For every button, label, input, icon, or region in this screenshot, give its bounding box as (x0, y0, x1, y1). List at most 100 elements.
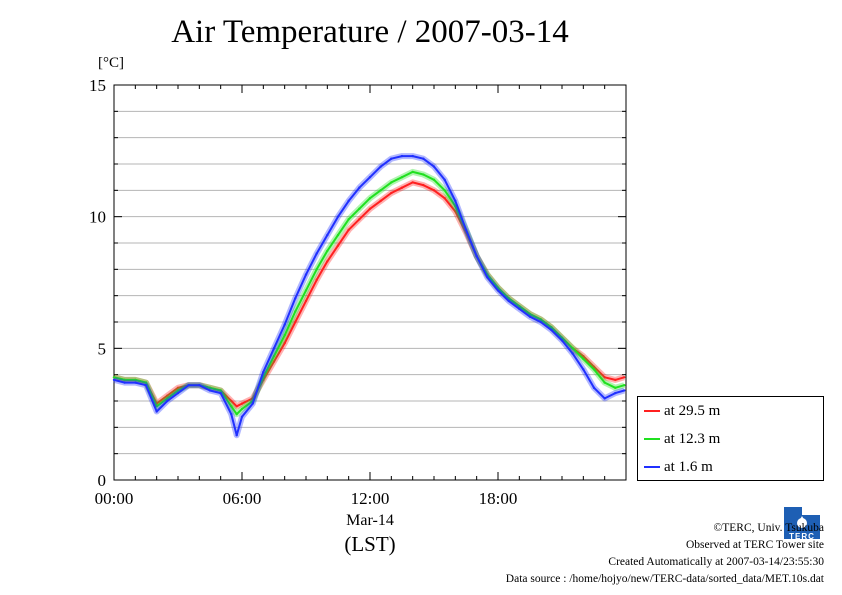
data-point (475, 254, 478, 258)
data-point (411, 170, 414, 174)
data-point (623, 389, 626, 392)
series-halo (113, 179, 626, 410)
data-point (230, 412, 233, 416)
data-point (486, 276, 489, 279)
data-point (358, 186, 361, 189)
data-point (592, 368, 596, 371)
x-axis-date-label: Mar-14 (346, 512, 394, 529)
terc-logo: TERC (782, 505, 822, 541)
legend-swatch (644, 406, 660, 416)
data-point (123, 381, 126, 384)
data-point (336, 233, 340, 237)
data-point (304, 289, 308, 292)
data-point (614, 378, 617, 382)
data-point (368, 207, 372, 210)
plot-frame (113, 84, 627, 481)
data-point (283, 341, 286, 345)
data-point (571, 352, 574, 355)
data-point (592, 386, 596, 390)
data-point (347, 228, 350, 232)
data-point (283, 333, 286, 337)
data-point (134, 378, 137, 382)
data-point (326, 233, 329, 237)
data-point (230, 399, 233, 403)
data-point (208, 386, 212, 390)
y-tick-label: 15 (89, 76, 106, 95)
legend-item-29-5m: at 29.5 m (644, 399, 720, 423)
data-point (294, 297, 297, 300)
data-point (507, 299, 510, 303)
data-point (294, 310, 297, 313)
data-point (496, 289, 500, 292)
data-point (582, 368, 585, 371)
data-point (272, 347, 276, 350)
data-point (582, 357, 585, 361)
data-point (235, 434, 238, 437)
data-point (571, 347, 574, 350)
y-tick-label: 5 (98, 339, 107, 358)
data-point (294, 320, 297, 324)
legend-label: at 29.5 m (664, 402, 721, 419)
data-point (315, 278, 318, 282)
data-point (176, 389, 180, 392)
data-point (582, 355, 585, 358)
data-point (336, 215, 340, 218)
legend-label: at 1.6 m (664, 458, 713, 475)
data-point (432, 189, 436, 192)
data-point (518, 305, 521, 308)
data-point (379, 165, 382, 168)
data-point (283, 323, 286, 326)
series-line (113, 181, 625, 408)
data-point (623, 384, 626, 387)
data-point (539, 320, 542, 324)
data-point (315, 252, 318, 255)
data-point (235, 412, 238, 416)
data-point (176, 391, 180, 395)
data-point (400, 154, 404, 158)
logo-text: TERC (789, 532, 815, 541)
data-point (272, 355, 276, 358)
data-point (358, 207, 361, 210)
x-axis-label: (LST) (344, 532, 396, 556)
data-point (240, 407, 244, 411)
data-point (235, 405, 238, 408)
data-point (315, 268, 318, 271)
data-point (379, 189, 382, 192)
data-point (230, 405, 233, 408)
data-point (368, 197, 372, 200)
data-point (539, 318, 542, 321)
data-point (603, 381, 606, 384)
data-point (336, 244, 340, 247)
data-point (603, 376, 606, 379)
data-point (400, 186, 404, 189)
x-tick-label: 18:00 (479, 489, 518, 508)
data-point (614, 391, 617, 395)
legend-item-1-6m: at 1.6 m (644, 455, 713, 479)
data-point (411, 181, 414, 184)
data-point (528, 315, 532, 318)
data-point (443, 178, 446, 181)
data-point (390, 181, 393, 184)
data-point (411, 154, 414, 158)
data-point (166, 399, 169, 403)
data-point (390, 191, 393, 195)
data-point (454, 210, 457, 213)
data-point (454, 199, 457, 203)
data-point (134, 381, 137, 384)
data-point (240, 415, 244, 418)
data-point (443, 197, 446, 200)
data-point (550, 328, 553, 332)
data-point (251, 402, 254, 405)
data-point (187, 384, 190, 387)
data-point (592, 365, 596, 368)
data-point (304, 299, 308, 303)
source-text: Data source : /home/hojyo/new/TERC-data/… (505, 573, 824, 585)
data-point (347, 218, 350, 221)
x-tick-label: 12:00 (351, 489, 390, 508)
data-point (240, 402, 244, 405)
data-point (347, 199, 350, 203)
data-point (304, 273, 308, 276)
data-point (614, 386, 617, 390)
data-point (262, 370, 265, 374)
